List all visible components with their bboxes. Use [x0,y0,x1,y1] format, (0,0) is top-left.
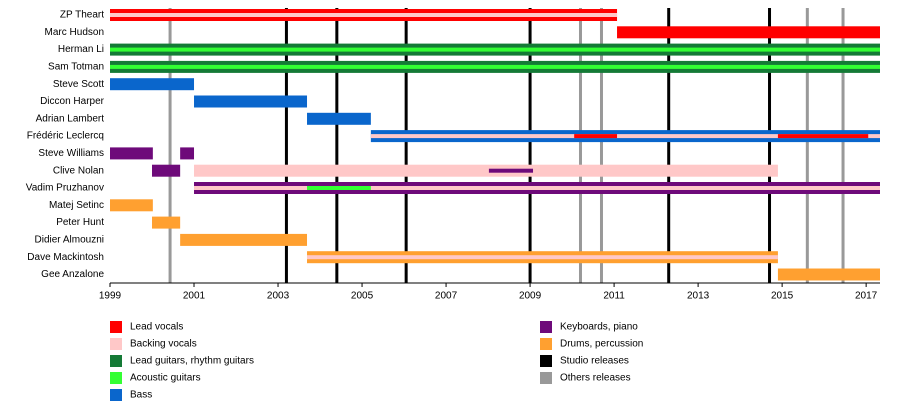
role-bar [110,147,153,160]
inner-role-bar [110,13,618,17]
inner-role-bar [194,186,881,190]
inner-role-bar [110,64,880,69]
role-bar [617,26,880,39]
role-stripe [777,134,869,139]
legend-label: Lead guitars, rhythm guitars [130,356,254,367]
member-name: Vadim Pruzhanov [26,183,104,194]
legend-swatch [540,355,552,367]
member-name: Didier Almouzni [35,235,104,246]
inner-role-bar [110,47,880,52]
role-bar [110,78,195,91]
legend-swatch [110,355,122,367]
legend-label: Keyboards, piano [560,322,638,333]
member-name: Marc Hudson [45,27,104,38]
x-tick-label: 2005 [351,291,374,302]
member-name: Peter Hunt [56,217,104,228]
legend-label: Others releases [560,373,631,384]
x-tick-label: 1999 [99,291,122,302]
legend-label: Acoustic guitars [130,373,201,384]
legend-swatch [110,389,122,401]
legend-label: Bass [130,390,152,401]
member-name: Dave Mackintosh [27,252,104,263]
role-stripe [574,134,618,139]
member-name: Gee Anzalone [41,269,104,280]
role-bar [194,164,778,177]
legend-label: Drums, percussion [560,339,643,350]
role-bar [194,95,308,108]
role-stripe [307,186,371,190]
role-bar [152,216,181,229]
member-name: Clive Nolan [53,165,104,176]
x-tick-label: 2015 [771,291,794,302]
legend-label: Studio releases [560,356,629,367]
legend-swatch [110,338,122,350]
x-tick-label: 2003 [267,291,290,302]
legend-swatch [540,321,552,333]
role-bar [307,112,371,125]
legend-swatch [540,372,552,384]
x-tick-label: 2013 [687,291,710,302]
member-name: Sam Totman [48,62,104,73]
member-name: Steve Scott [53,79,104,90]
role-bar [180,147,195,160]
x-tick-label: 2017 [855,291,878,302]
legend-swatch [540,338,552,350]
member-name: Steve Williams [38,148,104,159]
x-tick-label: 2009 [519,291,542,302]
member-name: Matej Setinc [49,200,104,211]
member-name: Herman Li [58,44,104,55]
role-bar [110,199,153,212]
inner-role-bar [370,134,880,139]
role-stripe [488,168,534,173]
member-name: Adrian Lambert [36,113,105,124]
legend-label: Lead vocals [130,322,183,333]
x-tick-label: 2007 [435,291,458,302]
role-bar [777,268,880,281]
member-name: Diccon Harper [40,96,105,107]
role-bar [152,164,181,177]
legend-label: Backing vocals [130,339,197,350]
x-tick-label: 2001 [183,291,206,302]
member-name: Frédéric Leclercq [27,131,104,142]
inner-role-bar [307,255,778,260]
legend-swatch [110,372,122,384]
legend-swatch [110,321,122,333]
member-name: ZP Theart [60,10,104,21]
x-tick-label: 2011 [603,291,625,302]
role-bar [180,233,308,246]
